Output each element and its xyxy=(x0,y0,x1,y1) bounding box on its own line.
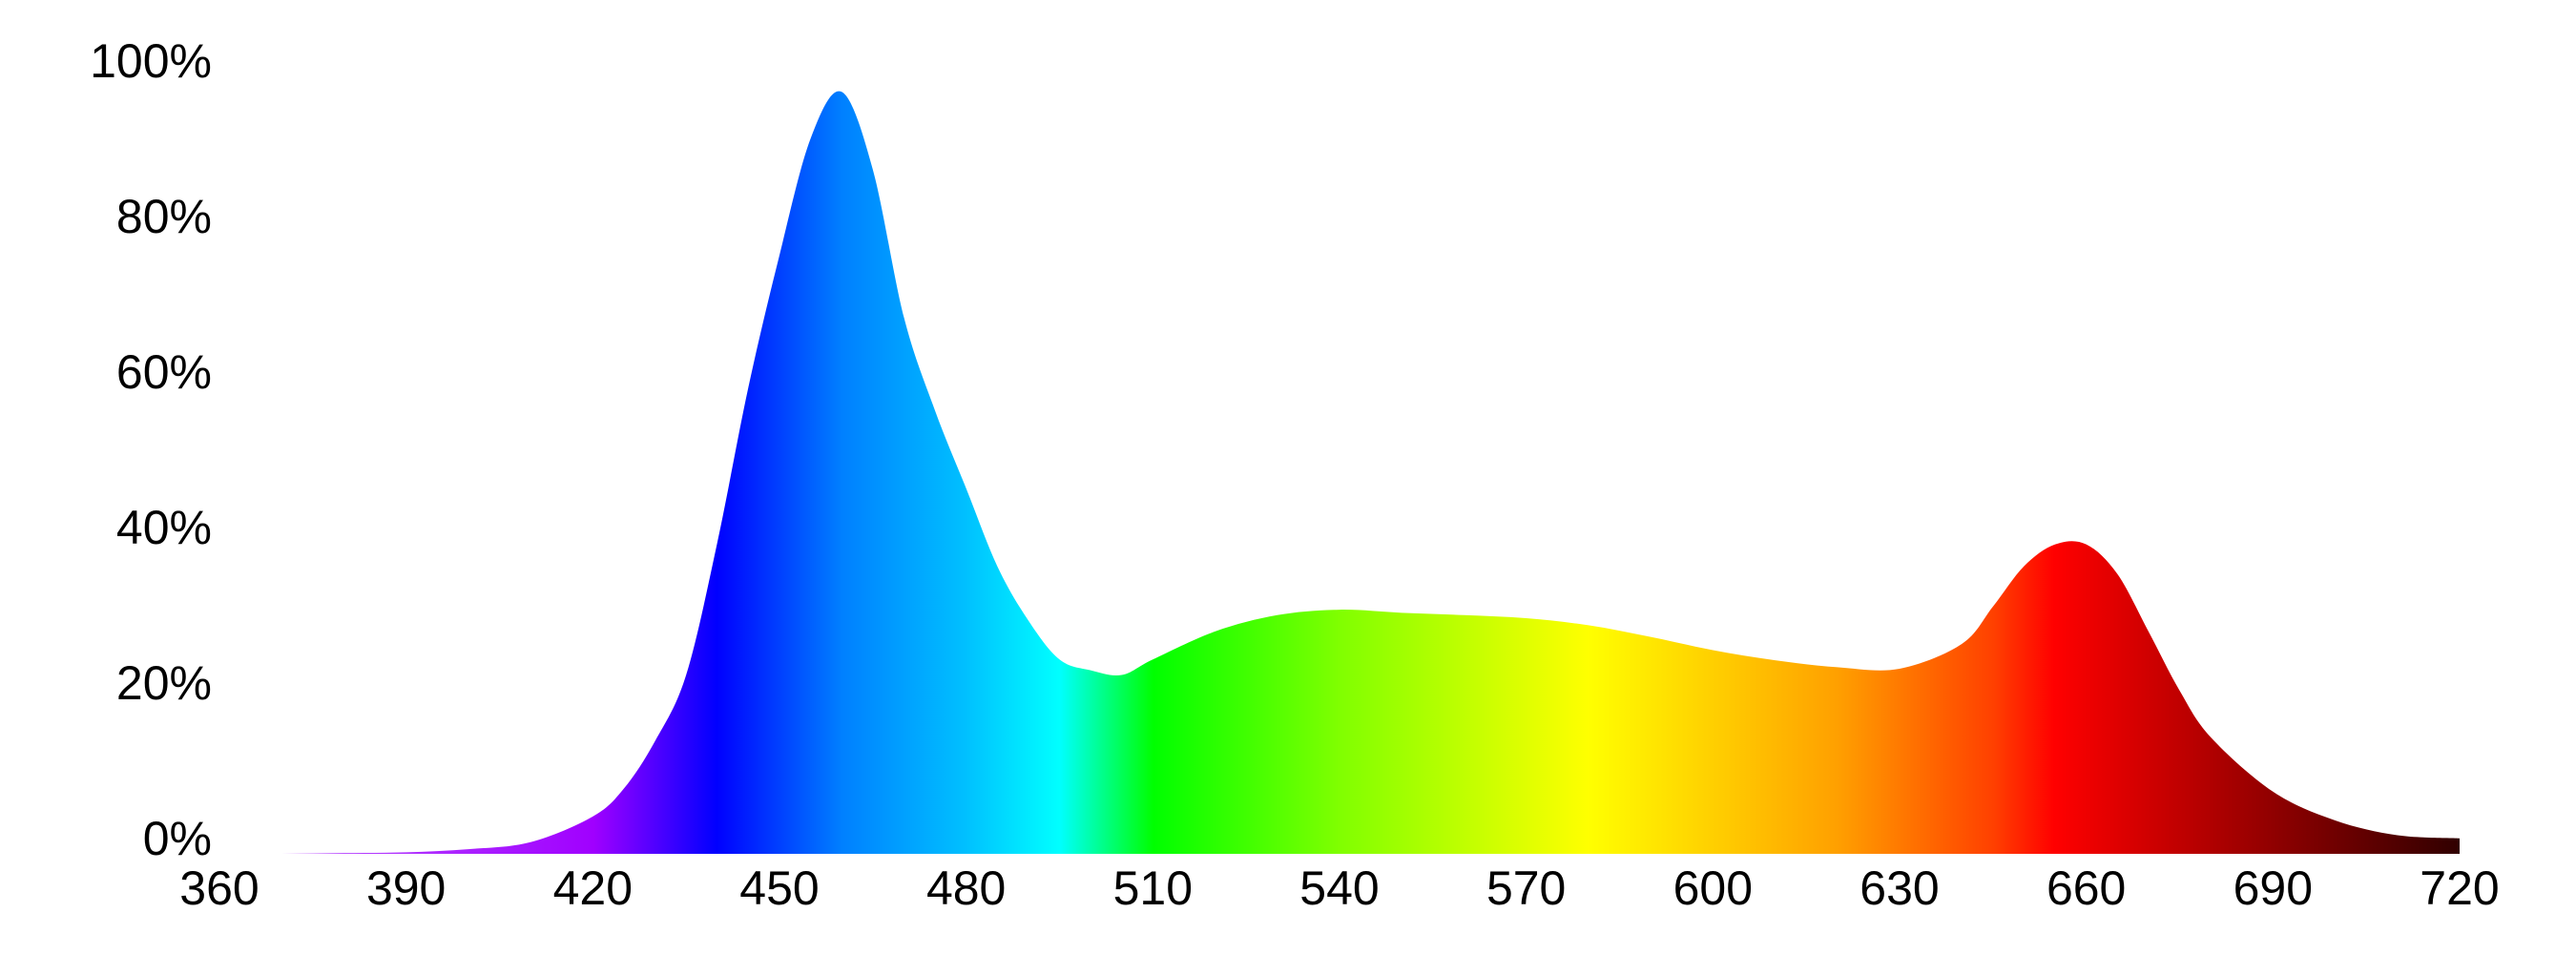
x-tick-label: 420 xyxy=(553,861,633,915)
x-tick-label: 630 xyxy=(1859,861,1939,915)
x-tick-label: 360 xyxy=(179,861,259,915)
y-tick-label: 100% xyxy=(90,34,212,88)
y-tick-label: 80% xyxy=(116,190,212,243)
x-tick-label: 600 xyxy=(1673,861,1753,915)
spectrum-area xyxy=(219,91,2460,854)
y-tick-label: 20% xyxy=(116,656,212,710)
x-tick-label: 720 xyxy=(2420,861,2499,915)
y-tick-label: 0% xyxy=(143,812,212,865)
x-tick-label: 540 xyxy=(1299,861,1379,915)
x-tick-label: 450 xyxy=(739,861,819,915)
x-tick-label: 570 xyxy=(1486,861,1566,915)
y-tick-label: 40% xyxy=(116,501,212,554)
x-tick-label: 480 xyxy=(926,861,1006,915)
x-tick-label: 690 xyxy=(2233,861,2313,915)
y-tick-label: 60% xyxy=(116,345,212,399)
x-tick-label: 510 xyxy=(1113,861,1193,915)
x-tick-label: 390 xyxy=(366,861,446,915)
x-tick-label: 660 xyxy=(2046,861,2126,915)
